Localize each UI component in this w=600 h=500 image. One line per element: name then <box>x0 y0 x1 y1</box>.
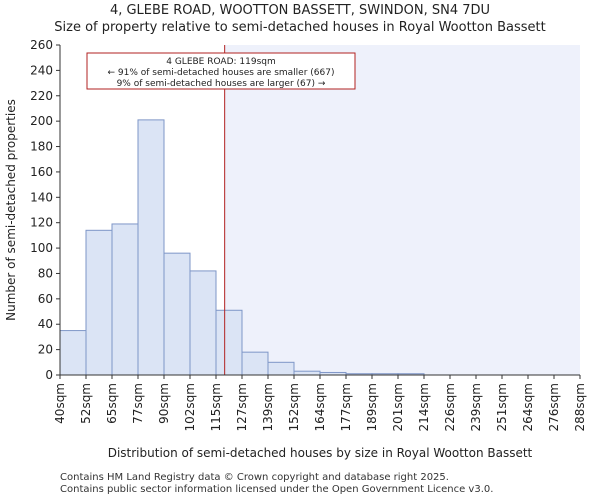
x-tick-label: 52sqm <box>79 383 93 424</box>
y-tick-label: 60 <box>38 292 53 306</box>
y-tick-label: 120 <box>30 216 53 230</box>
x-tick-label: 288sqm <box>573 383 587 431</box>
x-tick-label: 102sqm <box>183 383 197 431</box>
x-axis-title: Distribution of semi-detached houses by … <box>108 446 533 460</box>
x-tick-label: 164sqm <box>313 383 327 431</box>
x-tick-label: 226sqm <box>443 383 457 431</box>
y-tick-label: 80 <box>38 266 53 280</box>
y-tick-label: 180 <box>30 140 53 154</box>
larger-region-shade <box>224 45 580 375</box>
x-tick-label: 152sqm <box>287 383 301 431</box>
x-tick-label: 127sqm <box>235 383 249 431</box>
histogram-bar <box>241 351 269 376</box>
histogram-bar <box>163 252 191 376</box>
y-tick-label: 100 <box>30 241 53 255</box>
x-tick-label: 251sqm <box>495 383 509 431</box>
histogram-bar <box>215 309 243 376</box>
histogram-bar <box>293 370 321 376</box>
x-tick-label: 264sqm <box>521 383 535 431</box>
y-tick-label: 140 <box>30 190 53 204</box>
chart-title-address: 4, GLEBE ROAD, WOOTTON BASSETT, SWINDON,… <box>109 3 491 18</box>
annotation-line2: ← 91% of semi-detached houses are smalle… <box>108 68 335 78</box>
y-tick-label: 40 <box>38 317 53 331</box>
y-tick-label: 160 <box>30 165 53 179</box>
x-tick-label: 115sqm <box>209 383 223 431</box>
x-tick-label: 276sqm <box>547 383 561 431</box>
x-tick-label: 90sqm <box>157 383 171 424</box>
footer-licence: Contains public sector information licen… <box>60 484 494 495</box>
histogram-bar <box>189 270 217 376</box>
y-tick-label: 220 <box>30 89 53 103</box>
annotation-line1: 4 GLEBE ROAD: 119sqm <box>166 57 276 67</box>
histogram-bar <box>111 223 139 376</box>
histogram-chart: 4 GLEBE ROAD: 119sqm← 91% of semi-detach… <box>4 38 587 460</box>
x-tick-label: 201sqm <box>391 383 405 431</box>
histogram-bar <box>59 330 87 376</box>
x-tick-label: 189sqm <box>365 383 379 431</box>
x-tick-label: 40sqm <box>53 383 67 424</box>
x-tick-label: 139sqm <box>261 383 275 431</box>
x-tick-label: 65sqm <box>105 383 119 424</box>
x-tick-label: 214sqm <box>417 383 431 431</box>
footer-copyright: Contains HM Land Registry data © Crown c… <box>60 472 449 483</box>
x-tick-label: 77sqm <box>131 383 145 424</box>
y-tick-label: 240 <box>30 63 53 77</box>
x-tick-label: 177sqm <box>339 383 353 431</box>
y-tick-label: 260 <box>30 38 53 52</box>
annotation-line3: 9% of semi-detached houses are larger (6… <box>117 79 326 89</box>
y-tick-label: 0 <box>45 368 53 382</box>
histogram-bar <box>267 361 295 376</box>
annotation-box <box>86 52 356 90</box>
histogram-bar <box>85 229 113 376</box>
x-tick-label: 239sqm <box>469 383 483 431</box>
histogram-bar <box>137 119 165 376</box>
y-tick-label: 20 <box>38 343 53 357</box>
y-tick-label: 200 <box>30 114 53 128</box>
y-axis-title: Number of semi-detached properties <box>4 99 18 321</box>
chart-title: Size of property relative to semi-detach… <box>54 20 546 35</box>
